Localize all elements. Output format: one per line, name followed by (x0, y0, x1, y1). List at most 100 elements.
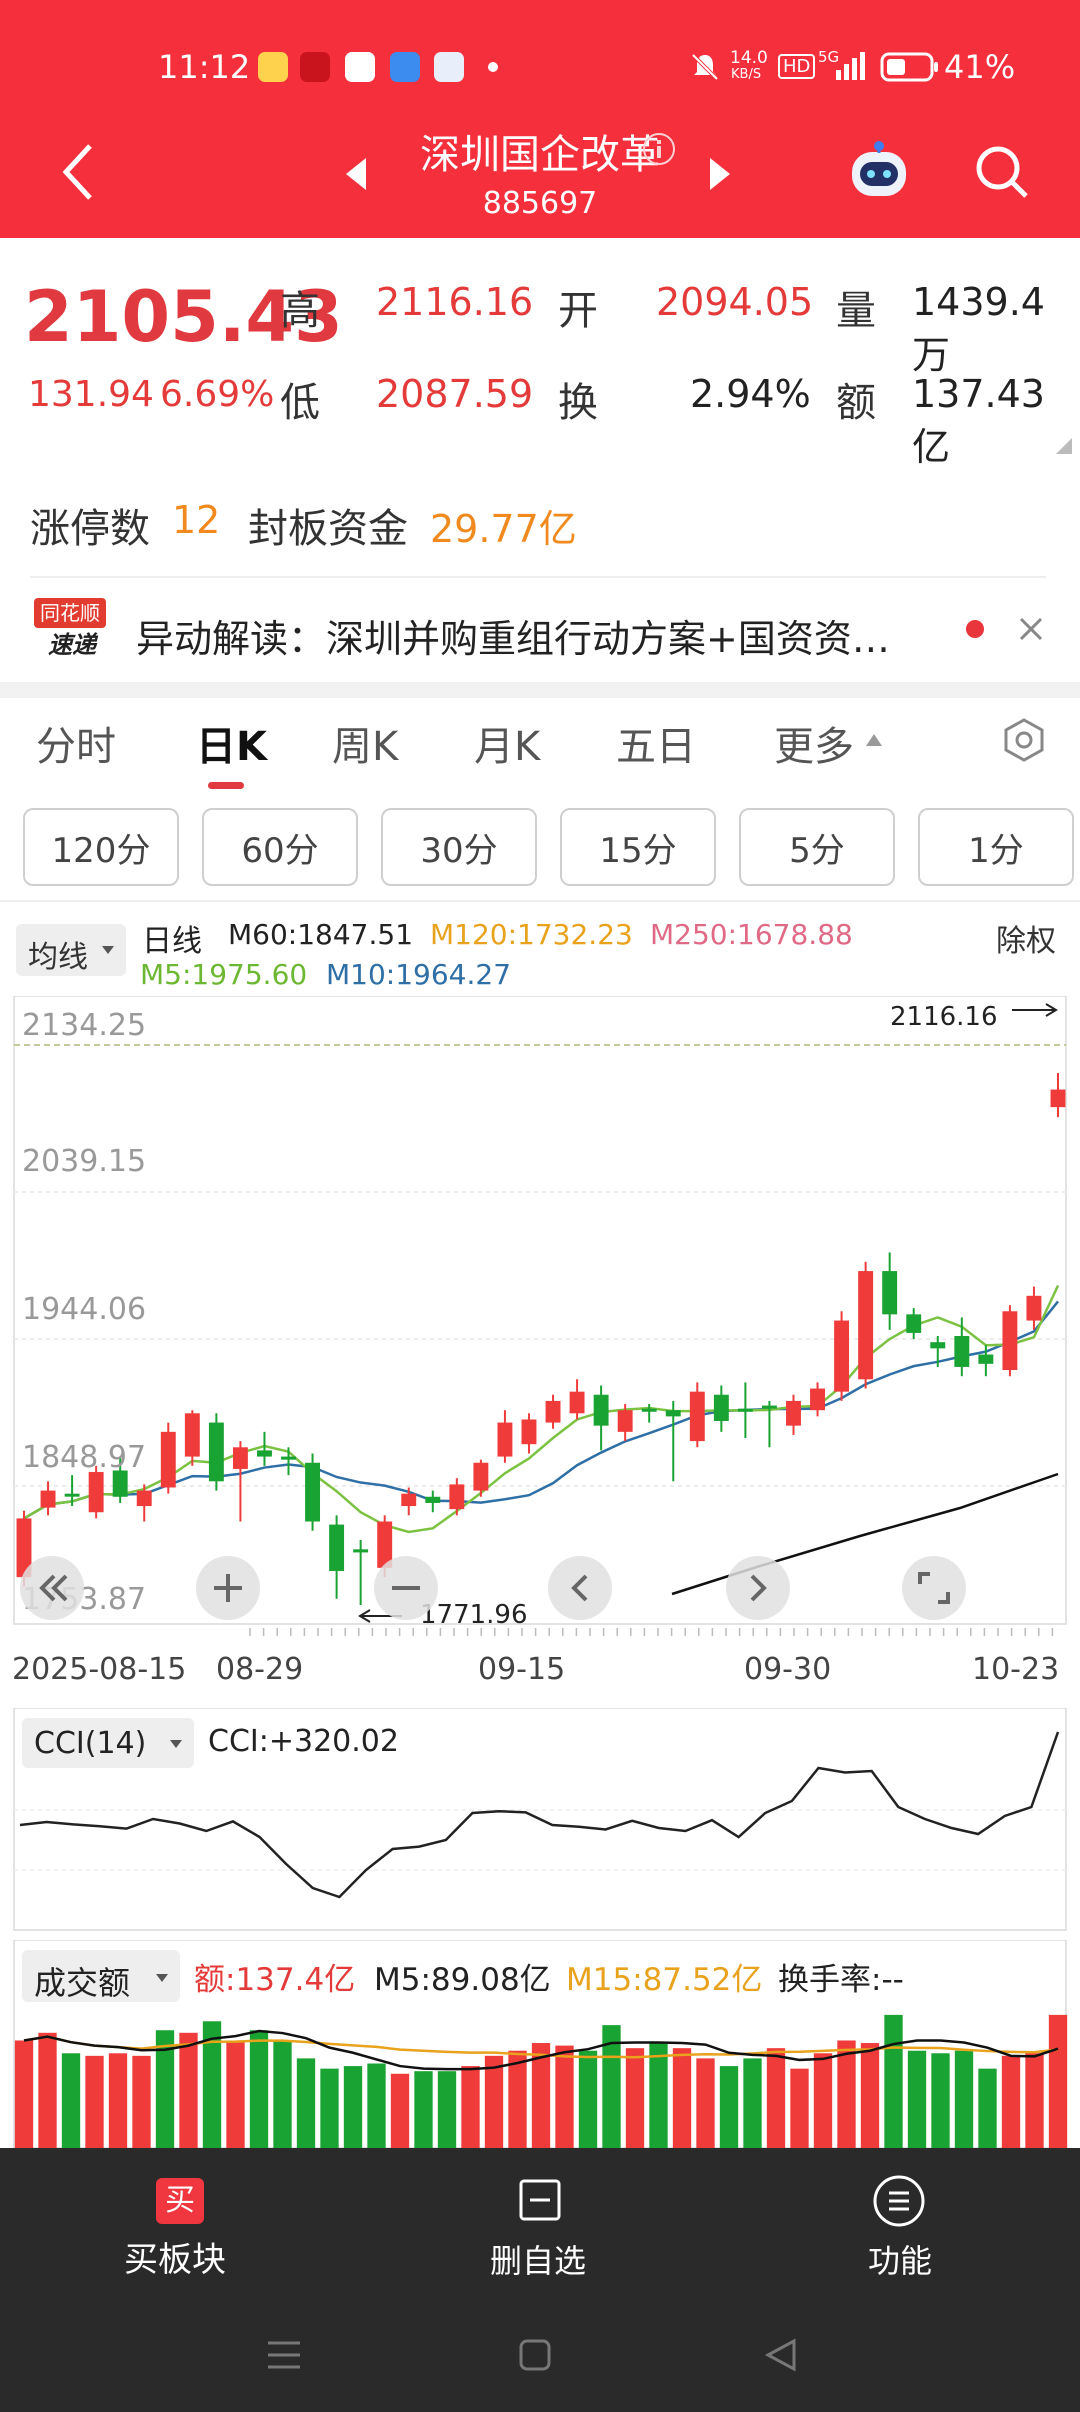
tab-monthly-k[interactable]: 月K (474, 724, 541, 770)
turnover-label: 换 (558, 380, 598, 426)
sealed-funds-value: 29.77亿 (430, 507, 577, 551)
tab-intraday[interactable]: 分时 (36, 724, 116, 770)
amount-label: 额 (836, 380, 876, 426)
back-icon[interactable] (58, 142, 98, 202)
candle-body (353, 1549, 369, 1553)
high-value: 2116.16 (376, 280, 534, 324)
x-tick-2: 09-15 (478, 1652, 566, 1687)
candle-body (64, 1493, 80, 1497)
period-60min[interactable]: 60分 (202, 808, 358, 886)
volume-bar (132, 2055, 151, 2148)
robot-assistant-icon[interactable] (846, 138, 912, 204)
ex-rights-toggle[interactable]: 除权 (996, 924, 1056, 959)
volume-bar (155, 2030, 175, 2148)
volume-bar (813, 2053, 833, 2148)
candle-body (208, 1422, 224, 1482)
volume-label: 量 (836, 288, 876, 334)
net-speed-unit: KB/S (731, 67, 762, 82)
candle-body (569, 1391, 585, 1414)
triangle-up-icon (866, 734, 882, 746)
turnover-value: 2.94% (690, 372, 811, 416)
candlestick-chart[interactable] (0, 996, 1080, 1636)
volume-chart[interactable] (0, 1940, 1080, 2148)
search-icon[interactable] (974, 144, 1030, 200)
candle-body (305, 1462, 321, 1522)
indicator-selector-label: CCI(14) (34, 1726, 147, 1761)
remove-watchlist-icon (519, 2179, 561, 2221)
settings-hexagon-icon[interactable] (1000, 716, 1048, 764)
recent-apps-icon[interactable] (266, 2338, 302, 2372)
notification-app-icon (258, 52, 288, 82)
y-tick-3: 1848.97 (22, 1440, 147, 1475)
next-stock-icon[interactable] (706, 156, 732, 192)
y-tick-2: 1944.06 (22, 1292, 147, 1327)
zoom-out-button[interactable] (374, 1556, 438, 1620)
volume-bar (907, 2050, 927, 2148)
info-icon[interactable] (642, 132, 676, 166)
indicator-selector[interactable]: CCI(14) (22, 1718, 194, 1768)
cci-frame (13, 1708, 1067, 1931)
tab-daily-k[interactable]: 日K (196, 724, 267, 770)
home-icon[interactable] (518, 2338, 552, 2372)
period-1min[interactable]: 1分 (918, 808, 1074, 886)
prev-stock-icon[interactable] (344, 156, 370, 192)
tab-weekly-k[interactable]: 周K (332, 724, 399, 770)
unread-dot (966, 620, 984, 638)
candle-body (737, 1408, 753, 1412)
plus-icon (214, 1574, 242, 1602)
functions-button[interactable]: 功能 (868, 2242, 933, 2280)
expand-corner-icon[interactable] (1056, 438, 1072, 454)
signal-icon (836, 52, 865, 80)
browser-app-icon (390, 52, 420, 82)
scroll-left-fast-button[interactable] (20, 1556, 84, 1620)
volume-bar (790, 2068, 809, 2148)
x-tick-4: 10-23 (972, 1652, 1060, 1687)
scroll-right-button[interactable] (726, 1556, 790, 1620)
battery-icon (880, 52, 938, 82)
zoom-in-button[interactable] (196, 1556, 260, 1620)
volume-bar (837, 2040, 856, 2148)
volume-bar (484, 2055, 504, 2148)
volume-selector[interactable]: 成交额 (22, 1950, 180, 2002)
turnover-rate: 换手率:-- (778, 1962, 904, 1998)
min-price-marker: 1771.96 (420, 1600, 528, 1630)
cci-chart[interactable] (0, 1708, 1080, 1936)
volume-bar (649, 2043, 668, 2148)
news-headline[interactable]: 异动解读：深圳并购重组行动方案+国资资… (136, 617, 890, 661)
period-120min[interactable]: 120分 (23, 808, 179, 886)
candle-body (665, 1410, 681, 1417)
period-30min[interactable]: 30分 (381, 808, 537, 886)
ma5-value: M5:1975.60 (140, 958, 308, 991)
minus-icon (392, 1586, 420, 1590)
back-nav-icon[interactable] (764, 2338, 798, 2372)
tab-more[interactable]: 更多 (774, 724, 854, 770)
more-notifications-dot (488, 62, 498, 72)
chart-frame (13, 996, 1067, 1625)
price-change-pct: 6.69% (160, 374, 275, 415)
close-icon[interactable] (1018, 616, 1044, 642)
high-label: 高 (280, 288, 320, 334)
section-gap (0, 682, 1080, 698)
candle-body (810, 1388, 825, 1411)
period-15min[interactable]: 15分 (560, 808, 716, 886)
volume-bar (625, 2048, 645, 2148)
ma-selector[interactable]: 均线 (16, 924, 126, 976)
dropdown-icon (156, 1974, 168, 1982)
mute-icon (691, 53, 719, 81)
fullscreen-button[interactable] (902, 1556, 966, 1620)
candle-body (761, 1405, 777, 1409)
remove-watchlist-button[interactable]: 删自选 (490, 2242, 587, 2280)
volume-selector-label: 成交额 (34, 1964, 131, 2002)
volume-value: 1439.4万 (912, 280, 1045, 377)
scroll-left-button[interactable] (548, 1556, 612, 1620)
volume-bar (249, 2030, 269, 2148)
hd-badge: HD (778, 54, 816, 79)
bank-app-icon (345, 52, 375, 82)
tab-five-day[interactable]: 五日 (616, 724, 696, 770)
period-5min[interactable]: 5分 (739, 808, 895, 886)
volume-bar (860, 2043, 880, 2148)
x-tick-1: 08-29 (216, 1652, 304, 1687)
buy-icon: 买 (156, 2178, 204, 2224)
buy-sector-button[interactable]: 买板块 (124, 2240, 226, 2280)
volume-bar (414, 2071, 433, 2148)
